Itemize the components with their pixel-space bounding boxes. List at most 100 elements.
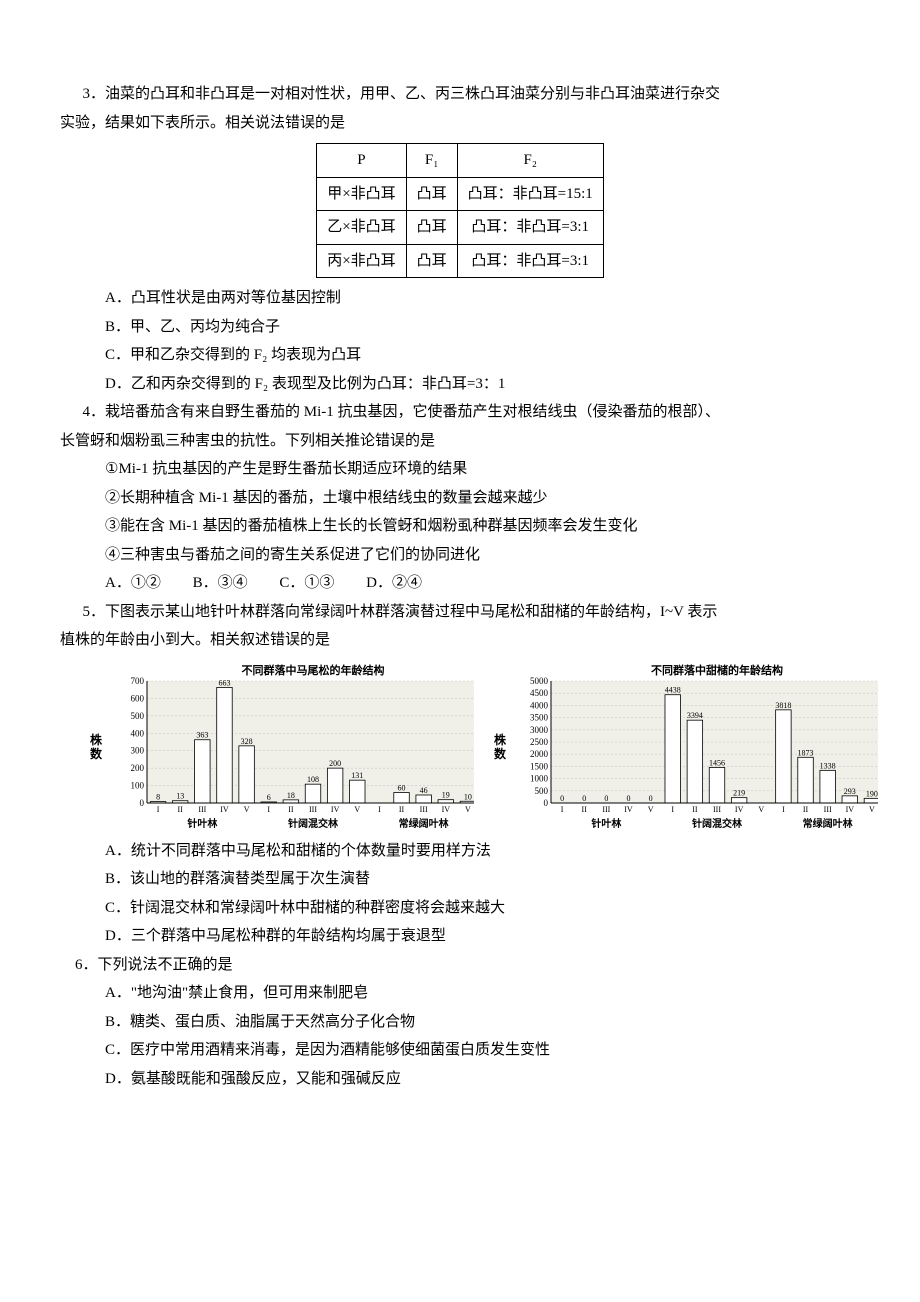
svg-text:190: 190 (866, 789, 878, 798)
svg-text:300: 300 (131, 745, 145, 755)
svg-text:III: III (420, 805, 428, 814)
svg-text:I: I (782, 805, 785, 814)
svg-text:V: V (355, 805, 361, 814)
svg-text:1456: 1456 (709, 758, 725, 767)
q5-option-c: C．针阔混交林和常绿阔叶林中甜槠的种群密度将会越来越大 (60, 894, 860, 923)
svg-text:针叶林: 针叶林 (188, 817, 219, 830)
q5-option-d: D．三个群落中马尾松种群的年龄结构均属于衰退型 (60, 922, 860, 951)
svg-text:III: III (603, 805, 611, 814)
svg-text:0: 0 (605, 794, 609, 803)
q4-option-c: C．①③ (279, 575, 334, 591)
svg-text:500: 500 (131, 710, 145, 720)
q4-item-2: ②长期种植含 Mi-1 基因的番茄，土壤中根结线虫的数量会越来越少 (60, 484, 860, 513)
q6-option-d: D．氨基酸既能和强酸反应，又能和强碱反应 (60, 1065, 860, 1094)
q4-item-4: ④三种害虫与番茄之间的寄生关系促进了它们的协同进化 (60, 541, 860, 570)
svg-text:I: I (672, 805, 675, 814)
svg-text:363: 363 (197, 730, 209, 739)
svg-text:19: 19 (442, 790, 450, 799)
q6-stem: 6．下列说法不正确的是 (60, 951, 860, 980)
q4-option-a: A．①② (105, 575, 161, 591)
svg-text:常绿阔叶林: 常绿阔叶林 (803, 817, 854, 830)
svg-text:328: 328 (241, 736, 253, 745)
svg-text:18: 18 (287, 790, 295, 799)
q3-option-c: C．甲和乙杂交得到的 F₂ 均表现为凸耳 (60, 341, 860, 370)
q3-th-p: P (317, 144, 406, 178)
svg-text:针叶林: 针叶林 (592, 817, 623, 830)
svg-text:IV: IV (846, 805, 855, 814)
svg-text:0: 0 (627, 794, 631, 803)
q5-stem-line1: 5．下图表示某山地针叶林群落向常绿阔叶林群落演替过程中马尾松和甜槠的年龄结构，I… (60, 598, 860, 627)
svg-text:200: 200 (131, 763, 145, 773)
chart2-ylabel: 株数 (494, 663, 517, 833)
q5-option-b: B．该山地的群落演替类型属于次生演替 (60, 865, 860, 894)
svg-text:0: 0 (582, 794, 586, 803)
svg-text:10: 10 (464, 792, 472, 801)
svg-text:8: 8 (156, 792, 160, 801)
q3-th-f1: F₁ (406, 144, 457, 178)
cell: 凸耳：非凸耳=3:1 (457, 244, 603, 278)
q3-option-a: A．凸耳性状是由两对等位基因控制 (60, 284, 860, 313)
cell: 乙×非凸耳 (317, 211, 406, 245)
svg-text:13: 13 (176, 791, 184, 800)
cell: 凸耳 (406, 177, 457, 211)
svg-text:6: 6 (267, 792, 271, 801)
cell: 丙×非凸耳 (317, 244, 406, 278)
svg-text:IV: IV (735, 805, 744, 814)
svg-text:2500: 2500 (530, 737, 549, 747)
svg-text:II: II (178, 805, 184, 814)
q3-option-d: D．乙和丙杂交得到的 F₂ 表现型及比例为凸耳：非凸耳=3：1 (60, 370, 860, 399)
svg-text:V: V (648, 805, 654, 814)
svg-text:5000: 5000 (530, 676, 549, 686)
svg-text:IV: IV (331, 805, 340, 814)
q5-charts: 株数 0100200300400500600700不同群落中马尾松的年龄结构8I… (60, 663, 860, 833)
svg-text:500: 500 (535, 785, 549, 795)
chart-castanopsis: 株数 0500100015002000250030003500400045005… (494, 663, 878, 833)
svg-text:0: 0 (560, 794, 564, 803)
svg-text:针阔混交林: 针阔混交林 (692, 817, 743, 830)
svg-text:0: 0 (544, 798, 549, 808)
svg-text:293: 293 (844, 786, 856, 795)
svg-text:4500: 4500 (530, 688, 549, 698)
svg-text:常绿阔叶林: 常绿阔叶林 (399, 817, 450, 830)
svg-text:131: 131 (352, 771, 364, 780)
svg-text:V: V (869, 805, 875, 814)
q5-option-a: A．统计不同群落中马尾松和甜槠的个体数量时要用样方法 (60, 837, 860, 866)
svg-text:IV: IV (625, 805, 634, 814)
svg-text:II: II (803, 805, 809, 814)
svg-text:108: 108 (307, 775, 319, 784)
svg-text:III: III (309, 805, 317, 814)
svg-text:III: III (713, 805, 721, 814)
svg-text:II: II (399, 805, 405, 814)
cell: 凸耳：非凸耳=15:1 (457, 177, 603, 211)
q3-th-f2: F₂ (457, 144, 603, 178)
svg-text:I: I (268, 805, 271, 814)
svg-text:II: II (288, 805, 294, 814)
svg-text:IV: IV (442, 805, 451, 814)
svg-text:46: 46 (420, 785, 428, 794)
svg-text:1873: 1873 (798, 748, 814, 757)
svg-text:I: I (561, 805, 564, 814)
q3-option-b: B．甲、乙、丙均为纯合子 (60, 313, 860, 342)
chart-masson-pine: 株数 0100200300400500600700不同群落中马尾松的年龄结构8I… (90, 663, 474, 833)
svg-text:II: II (692, 805, 698, 814)
svg-text:3818: 3818 (776, 700, 792, 709)
svg-text:1500: 1500 (530, 761, 549, 771)
table-row: 丙×非凸耳 凸耳 凸耳：非凸耳=3:1 (317, 244, 604, 278)
svg-text:4438: 4438 (665, 685, 681, 694)
svg-text:V: V (465, 805, 471, 814)
q3-table: P F₁ F₂ 甲×非凸耳 凸耳 凸耳：非凸耳=15:1 乙×非凸耳 凸耳 凸耳… (316, 143, 604, 278)
cell: 甲×非凸耳 (317, 177, 406, 211)
q4-stem-line2: 长管蚜和烟粉虱三种害虫的抗性。下列相关推论错误的是 (60, 427, 860, 456)
svg-text:3000: 3000 (530, 724, 549, 734)
svg-text:IV: IV (221, 805, 230, 814)
cell: 凸耳 (406, 211, 457, 245)
svg-text:3500: 3500 (530, 712, 549, 722)
svg-text:V: V (759, 805, 765, 814)
q6-option-b: B．糖类、蛋白质、油脂属于天然高分子化合物 (60, 1008, 860, 1037)
svg-text:1338: 1338 (820, 761, 836, 770)
svg-text:1000: 1000 (530, 773, 549, 783)
svg-text:663: 663 (219, 678, 231, 687)
q4-option-b: B．③④ (193, 575, 248, 591)
cell: 凸耳 (406, 244, 457, 278)
svg-text:不同群落中甜槠的年龄结构: 不同群落中甜槠的年龄结构 (651, 663, 783, 677)
